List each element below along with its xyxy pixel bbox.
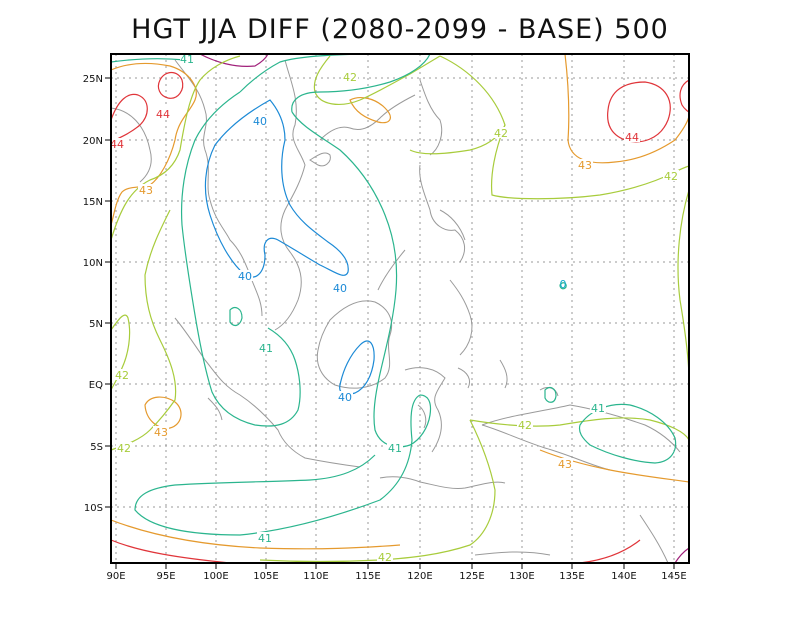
x-tick-label: 110E [303, 571, 328, 582]
contour-label: 40 [252, 115, 268, 128]
x-tick-label: 140E [611, 571, 636, 582]
svg-text:42: 42 [115, 369, 129, 382]
svg-text:44: 44 [625, 131, 639, 144]
contour-label: 41 [590, 402, 606, 415]
svg-text:0: 0 [560, 278, 567, 291]
svg-text:43: 43 [139, 184, 153, 197]
x-tick-label: 115E [355, 571, 380, 582]
contour-label: 43 [577, 159, 593, 172]
contour-label: 42 [116, 442, 132, 455]
svg-text:42: 42 [518, 419, 532, 432]
tick-marks [105, 77, 675, 569]
contour-label: 42 [663, 170, 679, 183]
y-tick-label: 10S [84, 503, 103, 514]
x-tick-label: 105E [253, 571, 278, 582]
svg-text:40: 40 [333, 282, 347, 295]
contour-label: 43 [557, 458, 573, 471]
svg-text:43: 43 [578, 159, 592, 172]
svg-text:42: 42 [664, 170, 678, 183]
svg-text:40: 40 [338, 391, 352, 404]
contour-label: 42 [377, 551, 393, 564]
svg-text:41: 41 [591, 402, 605, 415]
contour-lines [111, 54, 689, 563]
contour-label: 44 [155, 108, 171, 121]
x-tick-label: 125E [459, 571, 484, 582]
contour-label: 44 [624, 131, 640, 144]
contour-label: 41 [387, 442, 403, 455]
contour-label: 42 [342, 71, 358, 84]
svg-text:40: 40 [253, 115, 267, 128]
contour-label: 43 [153, 426, 169, 439]
svg-text:43: 43 [154, 426, 168, 439]
svg-text:42: 42 [117, 442, 131, 455]
y-tick-label: 15N [83, 197, 103, 208]
svg-text:44: 44 [110, 138, 124, 151]
y-tick-label: 5S [90, 442, 103, 453]
contour-label: 43 [138, 184, 154, 197]
svg-text:42: 42 [343, 71, 357, 84]
x-tick-label: 130E [509, 571, 534, 582]
y-tick-label: 5N [89, 319, 103, 330]
contour-label: 40 [237, 270, 253, 283]
x-tick-label: 90E [106, 571, 125, 582]
svg-text:41: 41 [258, 532, 272, 545]
contour-labels: 41 42 44 44 40 44 42 43 43 42 40 40 0 41… [110, 53, 679, 564]
x-tick-label: 120E [407, 571, 432, 582]
contour-label: 44 [110, 138, 127, 151]
y-tick-label: 25N [83, 74, 103, 85]
map-title: HGT JJA DIFF (2080-2099 - BASE) 500 [131, 14, 669, 45]
x-tick-label: 100E [203, 571, 228, 582]
x-tick-label: 145E [661, 571, 686, 582]
map-frame [110, 53, 690, 564]
y-tick-label: 10N [83, 258, 103, 269]
svg-text:40: 40 [238, 270, 252, 283]
svg-text:44: 44 [156, 108, 170, 121]
contour-label: 42 [114, 369, 130, 382]
contour-label: 0 [560, 278, 567, 291]
x-tick-label: 135E [559, 571, 584, 582]
contour-label: 40 [332, 282, 348, 295]
y-tick-label: EQ [89, 380, 103, 391]
y-tick-labels: 25N 20N 15N 10N 5N EQ 5S 10S [83, 74, 103, 514]
contour-label: 42 [493, 127, 509, 140]
svg-text:41: 41 [259, 342, 273, 355]
y-tick-label: 20N [83, 136, 103, 147]
contour-label: 40 [337, 391, 353, 404]
x-tick-label: 95E [156, 571, 175, 582]
svg-text:42: 42 [378, 551, 392, 564]
contour-label: 41 [180, 53, 194, 66]
grid [111, 54, 689, 563]
svg-text:41: 41 [388, 442, 402, 455]
contour-label: 42 [517, 419, 533, 432]
svg-text:42: 42 [494, 127, 508, 140]
x-tick-labels: 90E 95E 100E 105E 110E 115E 120E 125E 13… [106, 571, 686, 582]
svg-text:43: 43 [558, 458, 572, 471]
contour-label: 41 [257, 532, 273, 545]
svg-text:41: 41 [180, 53, 194, 66]
contour-label: 41 [258, 342, 274, 355]
coastlines [111, 59, 681, 563]
